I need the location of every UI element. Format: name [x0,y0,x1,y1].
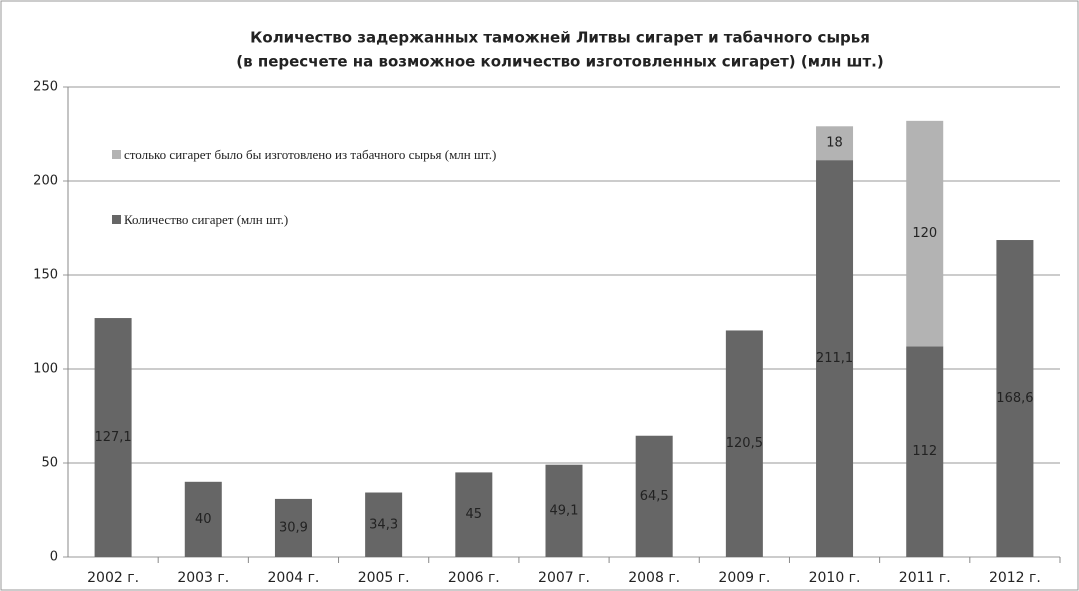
bar [365,492,403,557]
x-tick-label: 2011 г. [899,570,951,586]
bar [635,435,673,557]
bar [545,464,583,557]
x-tick-label: 2005 г. [358,570,410,586]
y-tick-label: 150 [33,268,58,283]
bar [816,126,854,161]
chart-title: Количество задержанных таможней Литвы си… [250,29,870,47]
data-label: 127,1 [94,430,131,445]
data-label: 120,5 [726,436,763,451]
bar [996,240,1034,558]
legend-label: столько сигарет было бы изготовлено из т… [124,147,497,162]
x-tick-label: 2009 г. [718,570,770,586]
data-label: 49,1 [550,503,579,518]
legend-entry: Количество сигарет (млн шт.) [112,212,572,228]
data-label: 40 [195,512,212,527]
data-label: 30,9 [279,520,308,535]
bar [725,330,763,557]
legend-entry: столько сигарет было бы изготовлено из т… [112,147,572,163]
bar [455,472,493,557]
data-label: 120 [912,226,937,241]
bar [906,120,944,347]
legend-swatch [112,150,121,159]
legend-swatch [112,215,121,224]
data-label: 211,1 [816,351,853,366]
x-tick-label: 2004 г. [268,570,320,586]
bar [274,498,312,557]
data-label: 112 [912,444,937,459]
bar [906,346,944,557]
bar [94,318,132,557]
bar [816,160,854,557]
data-label: 64,5 [640,489,669,504]
x-tick-label: 2008 г. [628,570,680,586]
bar [184,481,222,557]
data-label: 168,6 [996,391,1033,406]
data-label: 18 [826,136,843,151]
chart-subtitle: (в пересчете на возможное количество изг… [236,53,883,71]
y-tick-label: 100 [33,362,58,377]
x-tick-label: 2006 г. [448,570,500,586]
y-tick-label: 200 [33,174,58,189]
data-label: 45 [466,507,483,522]
x-tick-label: 2010 г. [809,570,861,586]
x-tick-label: 2003 г. [177,570,229,586]
y-tick-label: 250 [33,80,58,95]
data-label: 34,3 [369,517,398,532]
x-tick-label: 2012 г. [989,570,1041,586]
legend-label: Количество сигарет (млн шт.) [124,212,289,227]
y-tick-label: 0 [50,550,58,565]
y-tick-label: 50 [41,456,58,471]
x-tick-label: 2002 г. [87,570,139,586]
x-tick-label: 2007 г. [538,570,590,586]
